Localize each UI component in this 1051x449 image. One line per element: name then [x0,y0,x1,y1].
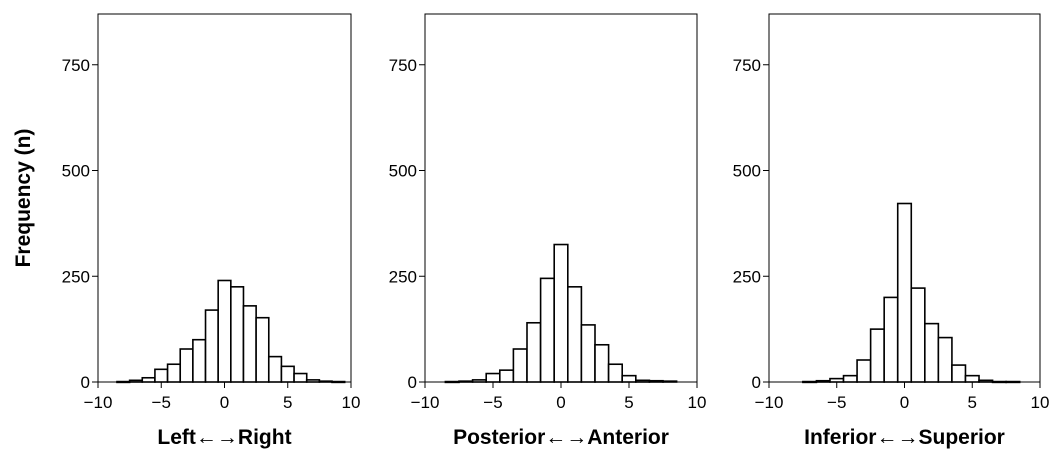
histogram-bar [937,336,953,383]
x-tick-label: 0 [220,393,229,412]
histogram-bar [856,359,872,383]
histogram-bar [255,316,270,383]
histogram-bar [883,296,899,383]
histogram-bar [621,374,637,383]
histogram-bar [594,343,610,383]
histogram-bar [910,287,926,383]
x-tick-label: 10 [1031,393,1050,412]
histogram-bar [553,243,569,383]
x-tick-label: 5 [624,393,633,412]
histogram-bar [842,374,858,383]
histogram-bar [141,376,156,383]
y-tick-label: 750 [389,56,417,75]
histogram-bar [230,286,245,383]
histogram-bar [293,372,308,383]
x-tick-label: −5 [827,393,846,412]
histogram-bar [526,321,542,383]
x-axis-label: Left←→Right [157,426,291,449]
histogram-bar [896,202,913,383]
y-tick-label: 250 [62,267,90,286]
x-tick-label: 10 [342,393,361,412]
histogram-panel-2: 0 250 500 750 −10 −5 0 5 10 Posterior←→Anterior [389,13,707,449]
y-tick-label: 0 [81,373,90,392]
histogram-bar [242,305,257,383]
y-tick-label: 500 [389,162,417,181]
y-tick-label: 500 [62,162,90,181]
histogram-bar [154,368,169,383]
x-tick-label: 0 [556,393,565,412]
x-tick-label: 10 [688,393,707,412]
x-tick-label: 0 [900,393,909,412]
histogram-bar [204,309,219,383]
histogram-bar [512,348,528,383]
y-axis-label: Frequency (n) [12,129,35,268]
y-tick-label: 750 [733,56,761,75]
x-tick-label: −5 [152,393,171,412]
x-tick-label: −10 [84,393,113,412]
y-tick-label: 0 [752,373,761,392]
histogram-bar [498,369,515,383]
x-tick-label: −10 [755,393,784,412]
histogram-panel-1: 0 250 500 750 −10 −5 0 5 10 Left←→Right [62,13,361,449]
histogram-bar [485,372,501,383]
x-axis-label: Inferior←→Superior [804,426,1005,449]
y-tick-label: 500 [733,162,761,181]
y-tick-label: 750 [62,56,90,75]
histogram-panel-3: 0 250 500 750 −10 −5 0 5 10 Inferior←→Superior [733,13,1050,449]
histogram-bar [267,355,283,383]
x-tick-label: 5 [968,393,977,412]
y-tick-label: 250 [389,267,417,286]
histogram-bar [924,322,940,383]
histogram-bar [192,338,207,383]
histogram-bar [179,348,194,383]
histogram-bar [166,363,182,383]
histogram-bar [280,365,295,383]
histogram-bar [580,324,596,383]
histogram-bar [566,286,583,383]
histogram-bar [217,279,232,383]
histogram-bar [869,328,885,383]
x-tick-label: −10 [411,393,440,412]
x-tick-label: −5 [483,393,502,412]
histogram-bar [951,364,967,383]
y-tick-label: 250 [733,267,761,286]
histogram-bar [607,363,623,383]
y-tick-label: 0 [408,373,417,392]
histogram-bar [539,277,555,383]
histogram-bar [829,377,845,383]
x-tick-label: 5 [283,393,292,412]
x-axis-label: Posterior←→Anterior [453,426,669,449]
histogram-bar [964,374,980,383]
